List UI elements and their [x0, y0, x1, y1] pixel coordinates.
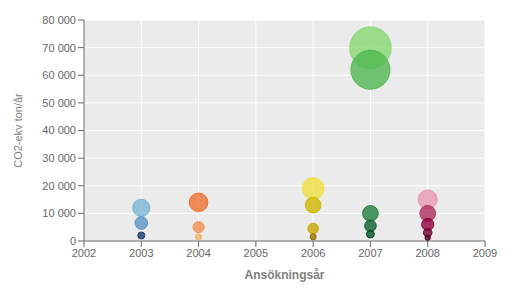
svg-text:80 000: 80 000 [42, 14, 76, 26]
svg-text:2006: 2006 [301, 247, 325, 259]
svg-text:CO2-ekv ton/år: CO2-ekv ton/år [12, 93, 24, 168]
svg-text:2004: 2004 [186, 247, 210, 259]
svg-text:40 000: 40 000 [42, 124, 76, 136]
svg-text:70 000: 70 000 [42, 42, 76, 54]
svg-text:Ansökningsår: Ansökningsår [244, 268, 324, 282]
svg-text:0: 0 [70, 235, 76, 247]
svg-text:2008: 2008 [415, 247, 439, 259]
svg-text:20 000: 20 000 [42, 180, 76, 192]
svg-text:2005: 2005 [244, 247, 268, 259]
svg-text:2003: 2003 [129, 247, 153, 259]
svg-text:30 000: 30 000 [42, 152, 76, 164]
svg-text:60 000: 60 000 [42, 69, 76, 81]
svg-text:2007: 2007 [358, 247, 382, 259]
svg-text:2002: 2002 [72, 247, 96, 259]
svg-text:2009: 2009 [473, 247, 497, 259]
svg-text:50 000: 50 000 [42, 97, 76, 109]
svg-text:10 000: 10 000 [42, 207, 76, 219]
